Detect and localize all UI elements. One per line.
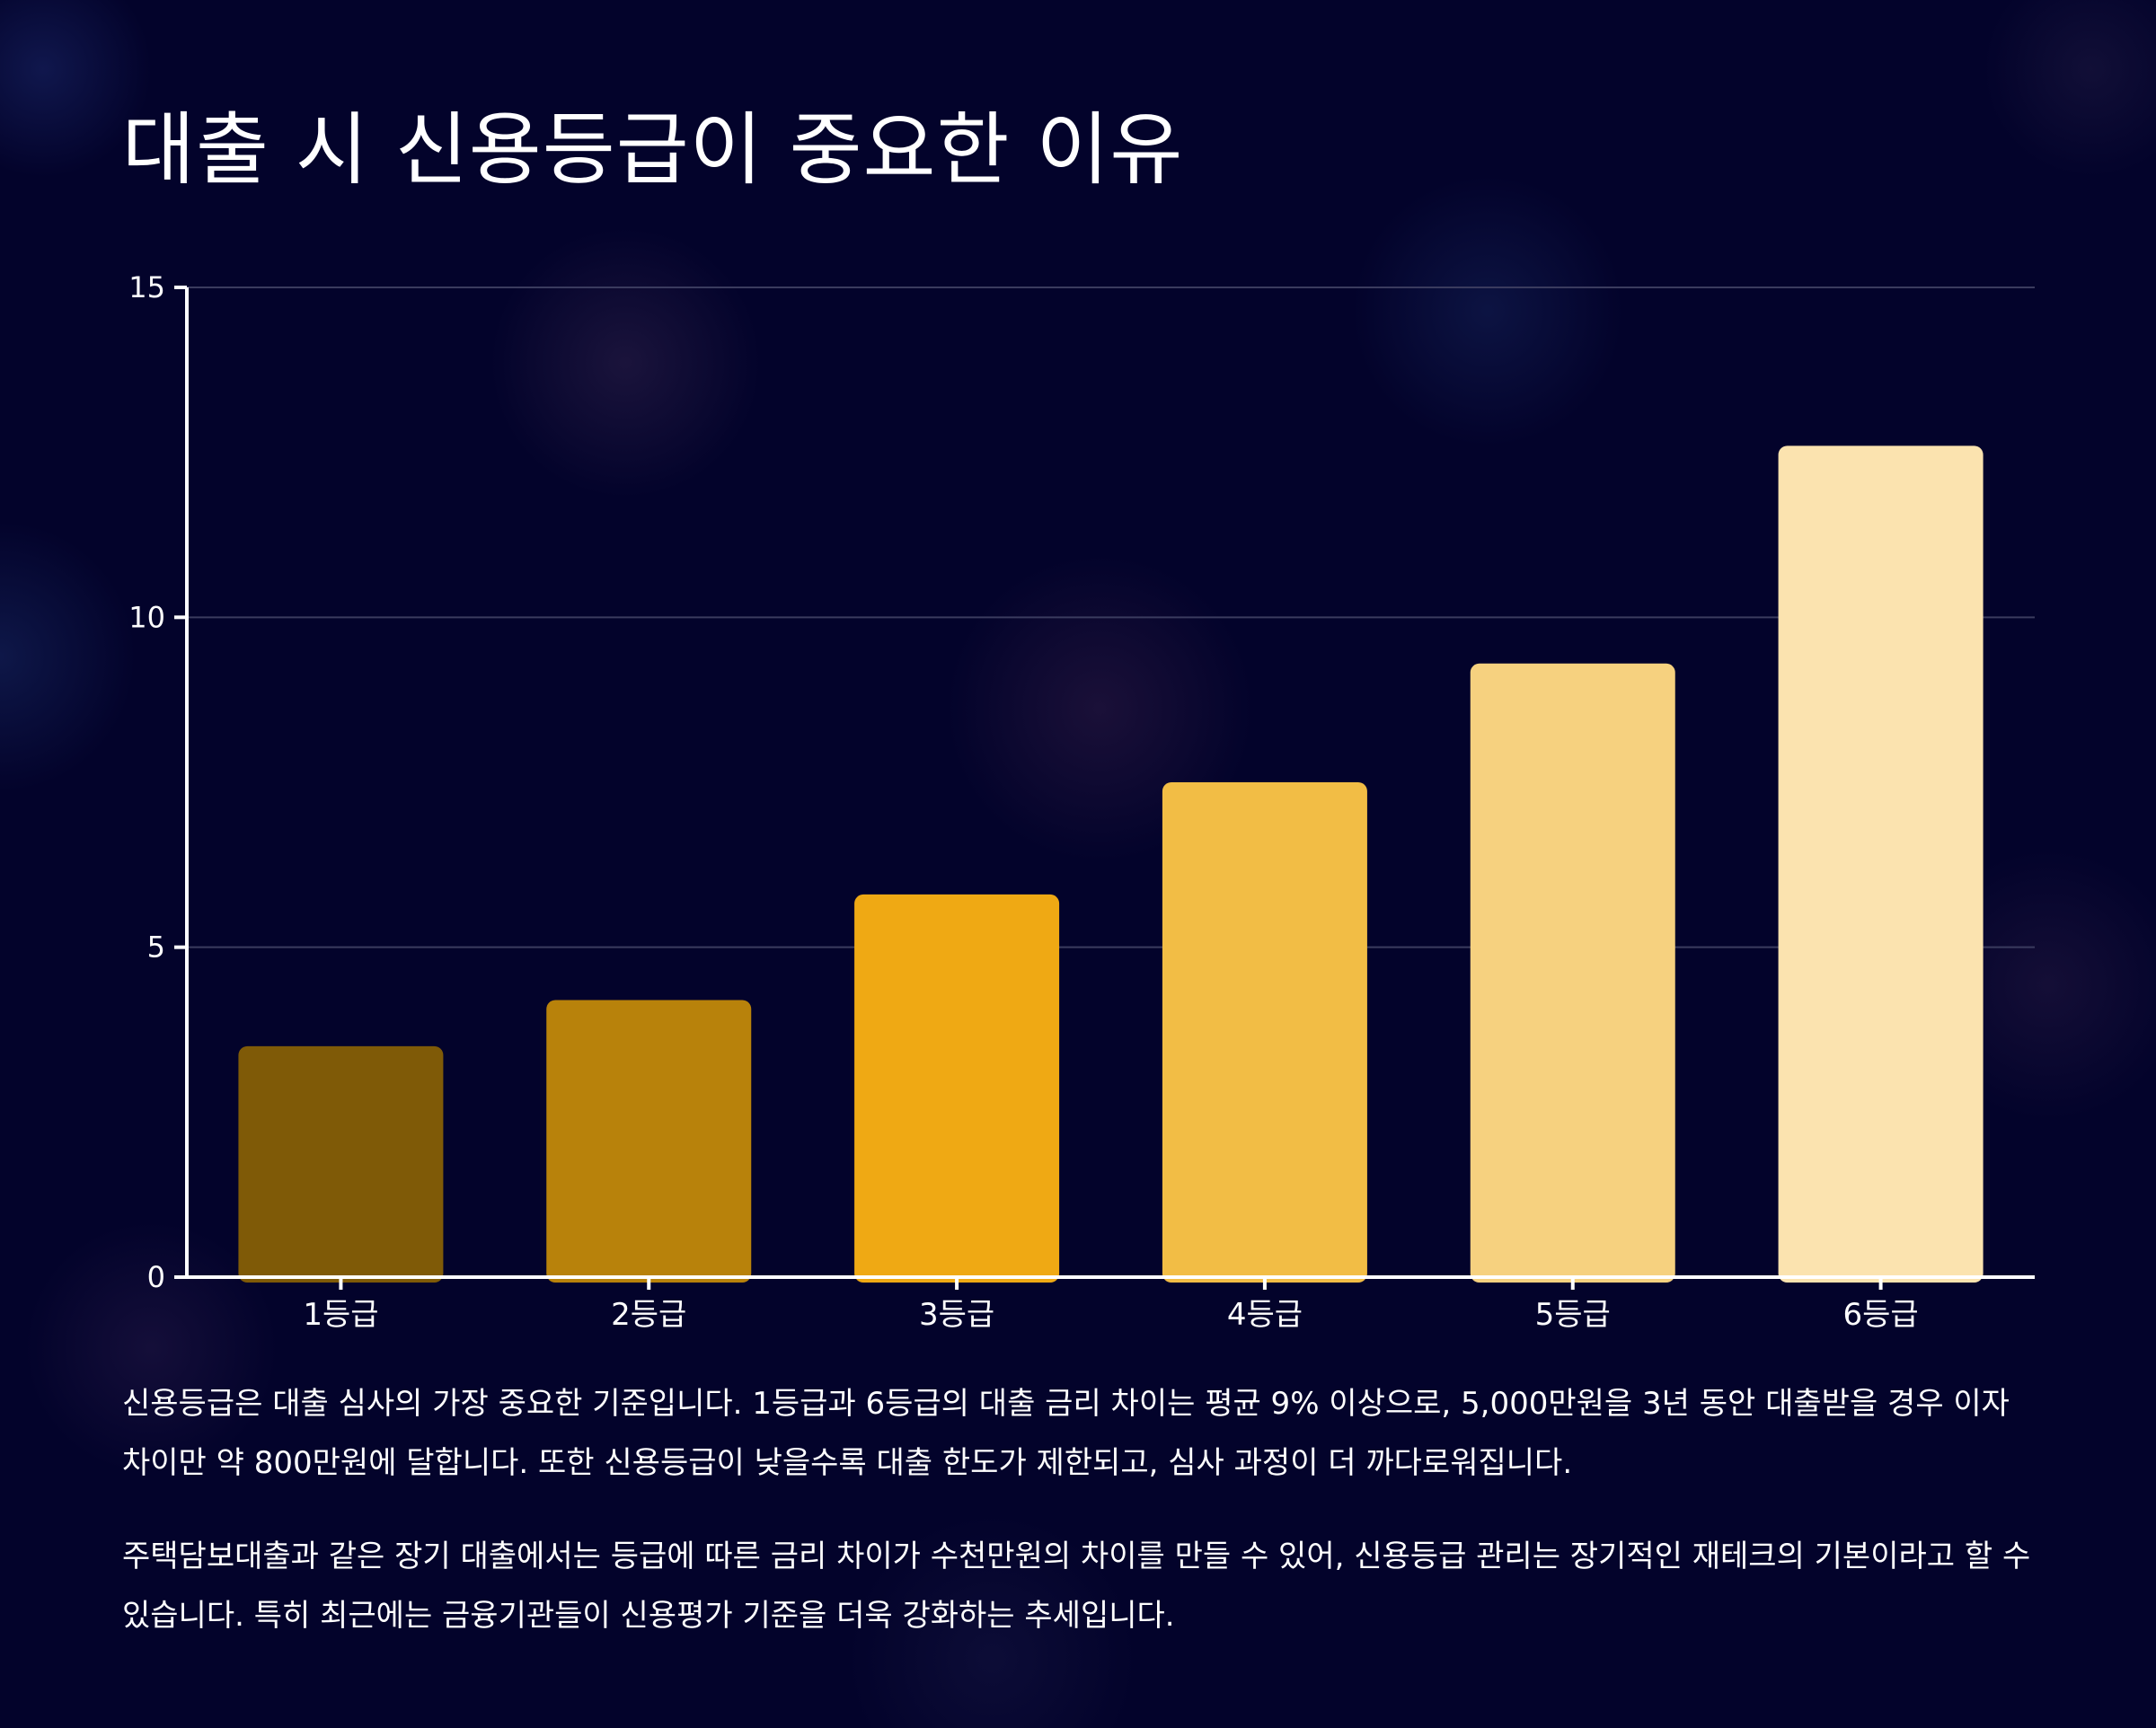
description-paragraph-1: 신용등급은 대출 심사의 가장 중요한 기준입니다. 1등급과 6등급의 대출 … <box>122 1386 2010 1481</box>
bar-2 <box>546 1000 752 1283</box>
x-ticks: 1등급 2등급 3등급 4등급 5등급 6등급 <box>303 1277 1919 1333</box>
bar-1 <box>238 1045 444 1283</box>
axes <box>185 287 2035 1279</box>
y-tick-label: 5 <box>147 930 165 965</box>
y-tick-label: 10 <box>128 600 165 634</box>
x-tick-label: 5등급 <box>1535 1297 1611 1333</box>
bar-6 <box>1778 445 1984 1283</box>
x-tick-label: 3등급 <box>919 1297 994 1333</box>
y-tick-label: 0 <box>147 1260 165 1294</box>
x-tick-label: 4등급 <box>1227 1297 1303 1333</box>
chart-title: 대출 시 신용등급이 중요한 이유 <box>122 103 1184 196</box>
description-paragraph-2: 주택담보대출과 같은 장기 대출에서는 등급에 따른 금리 차이가 수천만원의 … <box>122 1538 2031 1634</box>
bar-5 <box>1470 663 1675 1283</box>
bar-4 <box>1162 782 1367 1283</box>
grid-lines <box>187 287 2035 948</box>
x-tick-label: 1등급 <box>303 1297 378 1333</box>
x-tick-label: 6등급 <box>1842 1297 1918 1333</box>
x-tick-label: 2등급 <box>611 1297 686 1333</box>
bars <box>238 445 1984 1283</box>
bar-3 <box>854 894 1060 1283</box>
y-ticks: 0 5 10 15 <box>128 270 187 1294</box>
y-tick-label: 15 <box>128 270 165 304</box>
